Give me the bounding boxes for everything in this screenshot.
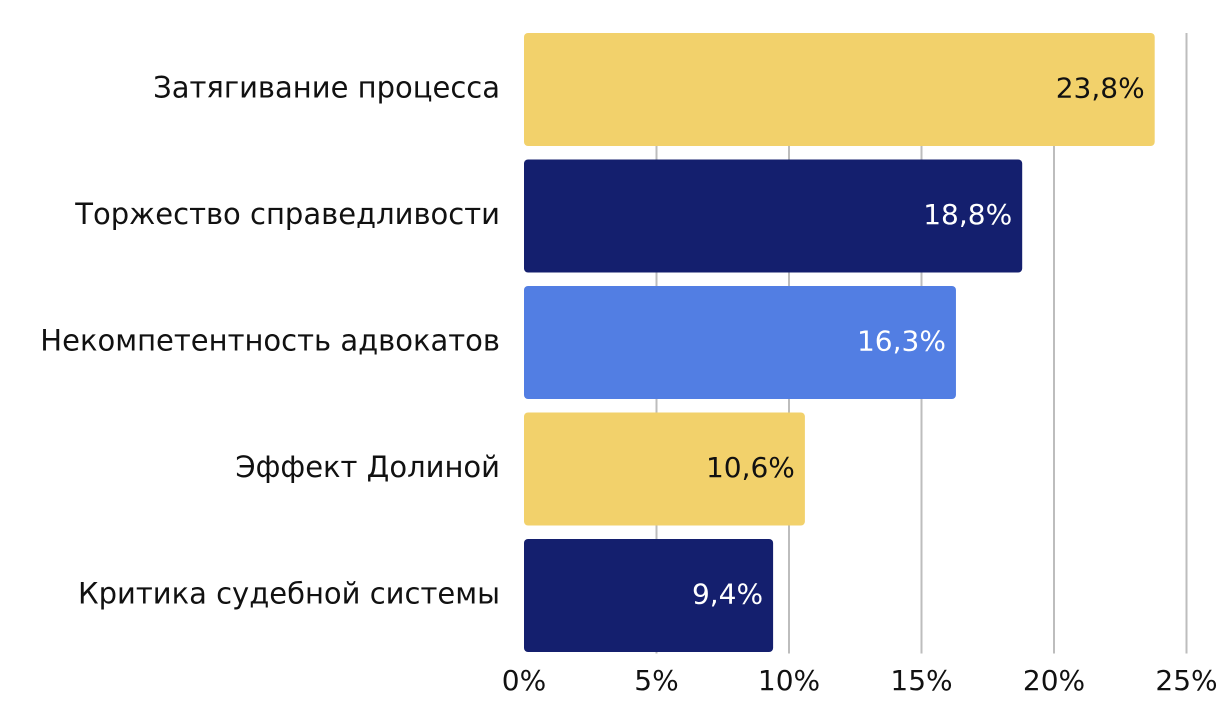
- value-label: 18,8%: [923, 198, 1012, 231]
- bar: [524, 412, 805, 526]
- category-label: Критика судебной системы: [78, 577, 500, 611]
- value-label: 16,3%: [857, 325, 946, 358]
- x-tick-label: 0%: [502, 664, 546, 697]
- category-label: Эффект Долиной: [235, 450, 500, 484]
- x-tick-label: 15%: [890, 664, 952, 697]
- category-label: Затягивание процесса: [153, 71, 500, 105]
- value-label: 10,6%: [706, 451, 795, 484]
- value-label: 23,8%: [1056, 72, 1145, 105]
- category-label: Торжество справедливости: [74, 197, 500, 231]
- x-tick-label: 5%: [634, 664, 678, 697]
- value-label: 9,4%: [692, 578, 763, 611]
- x-tick-label: 10%: [758, 664, 820, 697]
- category-label: Некомпетентность адвокатов: [40, 324, 500, 358]
- x-tick-label: 25%: [1155, 664, 1217, 697]
- bar: [524, 33, 1155, 146]
- bar: [524, 159, 1023, 273]
- x-tick-label: 20%: [1023, 664, 1085, 697]
- bar: [524, 539, 774, 652]
- bar: [524, 286, 956, 399]
